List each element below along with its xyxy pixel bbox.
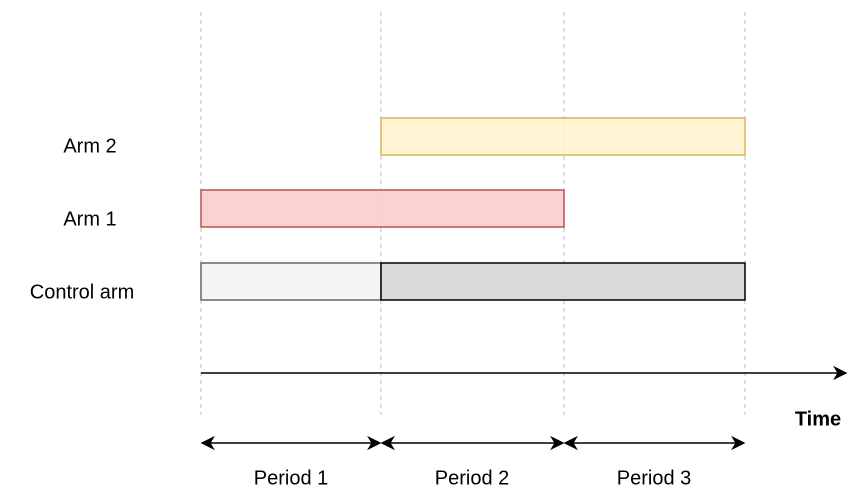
arm-1-bar [200, 189, 565, 228]
period-label: Period 3 [617, 467, 692, 489]
arm-label: Arm 2 [63, 135, 116, 157]
arm-label: Arm 1 [63, 208, 116, 230]
arm-label: Control arm [30, 281, 134, 303]
axis-label: Time [795, 408, 841, 430]
control-arm-bar-period-1 [200, 262, 382, 301]
arm-2-bar [380, 117, 746, 156]
period-label: Period 1 [254, 467, 329, 489]
control-arm-bar-periods-2-3 [380, 262, 746, 301]
period-label: Period 2 [435, 467, 510, 489]
